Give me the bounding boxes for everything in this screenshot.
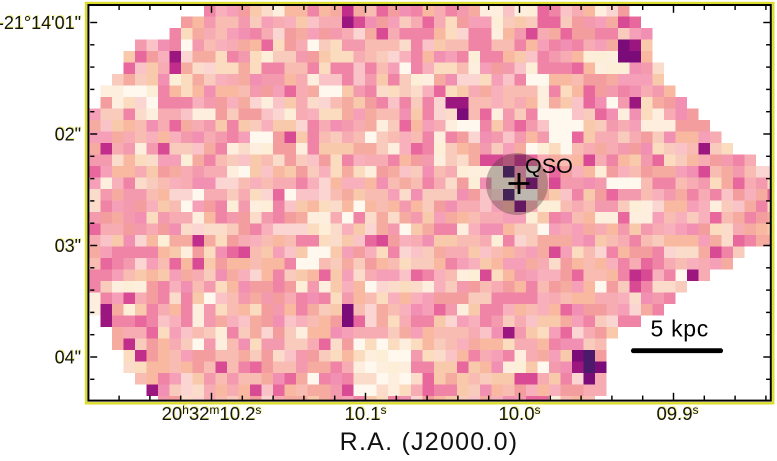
svg-text:10.1s​: 10.1s​: [344, 403, 386, 424]
svg-text:-21°14'01": -21°14'01": [0, 12, 82, 32]
svg-text:04": 04": [55, 348, 81, 368]
svg-text:-21°14'01": -21°14'01": [0, 13, 81, 33]
svg-text:03": 03": [55, 235, 81, 255]
svg-text:03": 03": [55, 236, 81, 256]
svg-text:R.A. (J2000.0): R.A. (J2000.0): [340, 428, 519, 456]
svg-text:09.9s​: 09.9s​: [657, 402, 699, 423]
svg-text:04": 04": [55, 347, 81, 367]
svg-text:10.1s​: 10.1s​: [345, 402, 387, 423]
svg-text:02": 02": [55, 125, 81, 145]
svg-text:10.0s​: 10.0s​: [499, 402, 541, 423]
svg-text:02": 02": [55, 124, 81, 144]
svg-text:10.0s​: 10.0s​: [498, 403, 540, 424]
svg-text:QSO: QSO: [525, 154, 573, 178]
svg-text:09.9s​: 09.9s​: [656, 403, 698, 424]
svg-text:5 kpc: 5 kpc: [651, 315, 709, 341]
